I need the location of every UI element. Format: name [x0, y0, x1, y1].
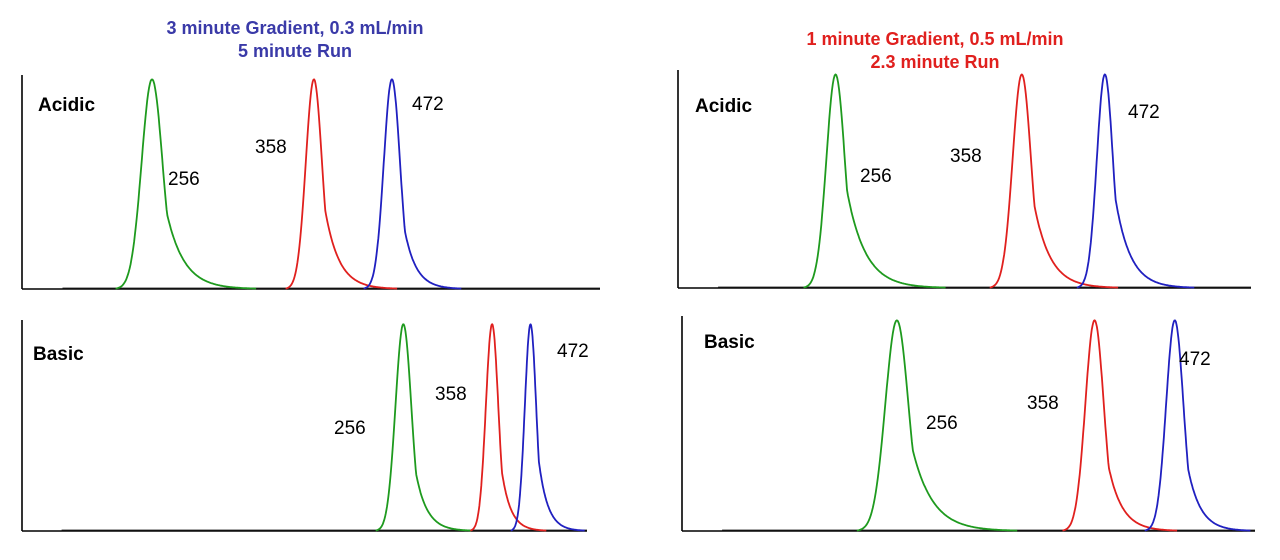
peak-label-358: 358 [255, 137, 287, 158]
peak-358 [1062, 319, 1178, 532]
peak-472 [510, 323, 586, 532]
peak-256 [375, 323, 472, 532]
peak-label-472: 472 [412, 94, 444, 115]
chromatogram-panel-3: Acidic 256 358 472 [677, 70, 1251, 289]
peak-label-358: 358 [950, 146, 982, 167]
panel-title: Acidic [38, 95, 95, 116]
peak-472 [363, 78, 462, 290]
peak-label-256: 256 [334, 418, 366, 439]
peak-256 [803, 73, 946, 289]
peak-label-472: 472 [1179, 349, 1211, 370]
chromatogram-panel-4: Basic 256 358 472 [681, 316, 1255, 532]
peak-label-358: 358 [1027, 393, 1059, 414]
panel-title: Basic [704, 332, 755, 353]
peak-358 [989, 73, 1119, 289]
right-gradient-header: 1 minute Gradient, 0.5 mL/min 2.3 minute… [740, 28, 1130, 74]
right-header-line1: 1 minute Gradient, 0.5 mL/min [806, 29, 1064, 49]
peak-label-256: 256 [860, 166, 892, 187]
left-gradient-header: 3 minute Gradient, 0.3 mL/min 5 minute R… [100, 17, 490, 63]
peak-358 [285, 78, 398, 290]
chromatogram-panel-1: Acidic 256 358 472 [21, 75, 600, 290]
peak-256 [115, 78, 257, 290]
left-header-line2: 5 minute Run [237, 41, 352, 61]
peak-label-358: 358 [435, 384, 467, 405]
chromatogram-panel-2: Basic 256 358 472 [21, 320, 589, 532]
peak-256 [856, 319, 1018, 532]
left-header-line1: 3 minute Gradient, 0.3 mL/min [166, 18, 424, 38]
panel-title: Basic [33, 344, 84, 365]
peak-472 [1076, 73, 1195, 289]
peak-label-472: 472 [557, 341, 589, 362]
peak-358 [469, 323, 547, 532]
panel-title: Acidic [695, 96, 752, 117]
peak-472 [1144, 319, 1251, 532]
right-header-line2: 2.3 minute Run [870, 52, 1000, 72]
peak-label-256: 256 [168, 169, 200, 190]
peak-label-256: 256 [926, 413, 958, 434]
peak-label-472: 472 [1128, 102, 1160, 123]
